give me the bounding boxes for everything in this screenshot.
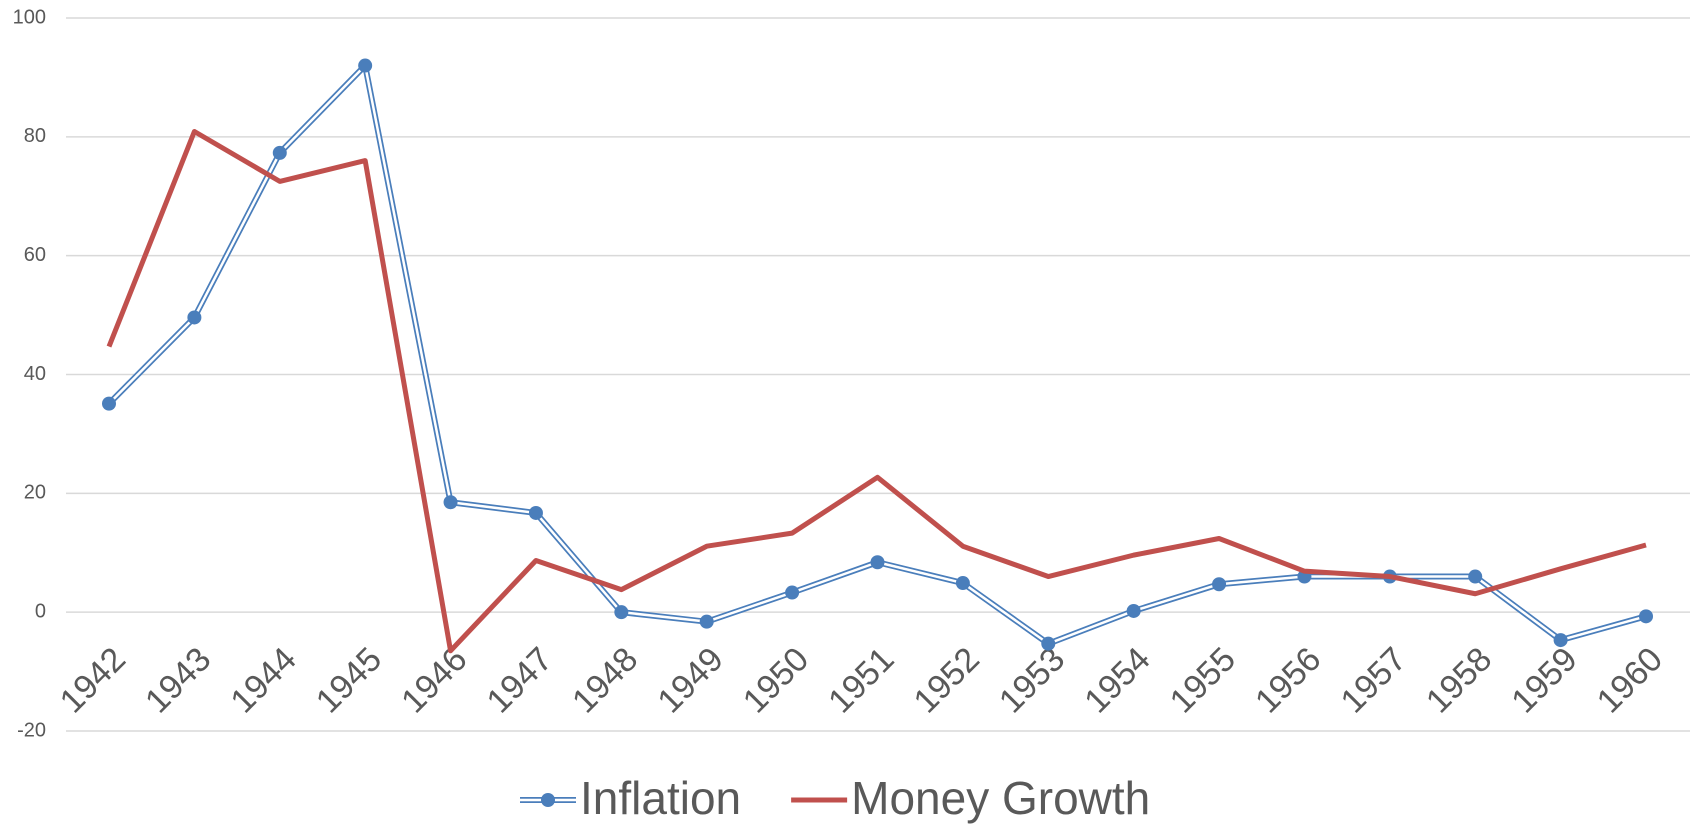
x-tick-label: 1944: [223, 640, 303, 720]
legend-label: Inflation: [580, 772, 741, 824]
point: [955, 576, 970, 591]
x-tick-label: 1951: [821, 640, 901, 720]
x-tick-label: 1947: [480, 640, 560, 720]
y-tick-label: 0: [35, 600, 46, 622]
point: [870, 555, 885, 570]
x-tick-label: 1946: [394, 640, 474, 720]
x-tick-label: 1948: [565, 640, 645, 720]
point: [272, 145, 287, 160]
legend-item: Inflation: [520, 772, 741, 824]
point: [1041, 636, 1056, 651]
legend-label: Money Growth: [851, 772, 1150, 824]
legend-marker: [541, 793, 555, 807]
point: [358, 58, 373, 73]
point: [102, 396, 116, 411]
x-tick-label: 1954: [1077, 640, 1157, 720]
y-tick-label: 80: [24, 125, 46, 147]
series-line: [106, 128, 1647, 654]
x-tick-label: 1950: [736, 640, 816, 720]
point: [443, 495, 458, 510]
x-tick-label: 1945: [309, 640, 389, 720]
x-tick-label: 1955: [1163, 640, 1243, 720]
point: [1468, 569, 1483, 584]
point: [1212, 577, 1227, 592]
point: [1639, 609, 1653, 624]
x-tick-label: 1942: [53, 640, 133, 720]
x-tick-label: 1957: [1333, 640, 1413, 720]
point: [528, 505, 543, 520]
x-tick-label: 1959: [1504, 640, 1584, 720]
x-tick-label: 1943: [138, 640, 218, 720]
x-tick-label: 1952: [907, 640, 987, 720]
x-tick-label: 1956: [1248, 640, 1328, 720]
y-tick-label: 100: [13, 6, 46, 28]
y-tick-label: 60: [24, 244, 46, 266]
point: [187, 310, 202, 325]
point: [699, 614, 714, 629]
x-tick-label: 1949: [650, 640, 730, 720]
legend-item: Money Growth: [791, 772, 1150, 824]
point: [1126, 603, 1141, 618]
point: [785, 585, 800, 600]
y-tick-label: 20: [24, 482, 46, 504]
x-tick-label: 1958: [1419, 640, 1499, 720]
x-tick-label: 1953: [992, 640, 1072, 720]
point: [1553, 633, 1568, 648]
x-tick-label: 1960: [1590, 640, 1670, 720]
y-tick-label: -20: [17, 719, 46, 741]
point: [614, 605, 629, 620]
y-tick-label: 40: [24, 363, 46, 385]
